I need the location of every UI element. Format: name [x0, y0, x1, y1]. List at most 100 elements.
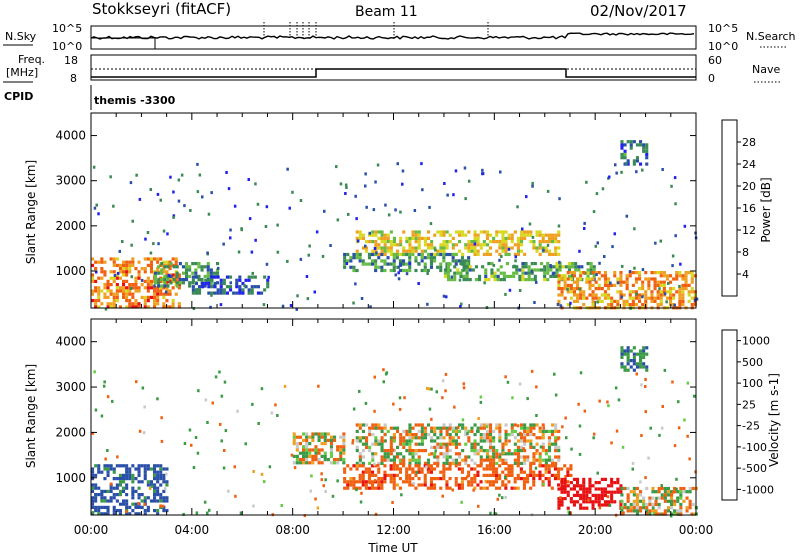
heatmap-cell	[695, 297, 699, 301]
date-label: 02/Nov/2017	[590, 2, 687, 20]
heatmap-cell	[298, 435, 302, 439]
heatmap-cell	[266, 278, 270, 282]
heatmap-cell	[693, 274, 697, 278]
heatmap-cell	[487, 278, 491, 282]
heatmap-cell	[569, 497, 573, 501]
heatmap-cell	[106, 505, 110, 509]
heatmap-cell	[673, 303, 676, 307]
heatmap-cell	[460, 470, 464, 474]
heatmap-cell	[295, 458, 299, 462]
heatmap-cell	[386, 429, 390, 433]
heatmap-cell	[585, 500, 589, 504]
heatmap-cell	[516, 252, 520, 256]
heatmap-cell	[576, 296, 580, 300]
heatmap-cell	[476, 470, 480, 474]
heatmap-cell	[563, 487, 567, 491]
heatmap-cell	[398, 459, 402, 463]
heatmap-cell	[464, 455, 468, 459]
heatmap-cell	[165, 286, 169, 290]
heatmap-cell	[317, 451, 321, 455]
heatmap-cell	[436, 455, 440, 459]
heatmap-cell	[143, 470, 147, 474]
heatmap-cell	[111, 399, 114, 403]
heatmap-cell	[538, 452, 542, 456]
heatmap-cell	[153, 496, 157, 500]
heatmap-cell	[411, 249, 415, 253]
heatmap-cell	[191, 285, 195, 289]
heatmap-cell	[535, 442, 539, 446]
heatmap-cell	[423, 262, 427, 266]
heatmap-cell	[563, 283, 567, 287]
heatmap-cell	[479, 480, 483, 484]
heatmap-cell	[420, 426, 424, 430]
heatmap-cell	[417, 464, 421, 468]
heatmap-cell	[427, 252, 431, 256]
heatmap-cell	[376, 163, 380, 167]
heatmap-cell	[504, 375, 507, 379]
heatmap-cell	[405, 262, 409, 266]
heatmap-cell	[292, 435, 296, 439]
heatmap-cell	[579, 371, 583, 375]
heatmap-cell	[374, 259, 378, 263]
heatmap-cell	[510, 426, 514, 430]
heatmap-cell	[543, 265, 547, 269]
heatmap-cell	[626, 140, 630, 144]
heatmap-cell	[402, 429, 406, 433]
heatmap-cell	[626, 349, 630, 353]
heatmap-cell	[445, 486, 449, 490]
heatmap-cell	[109, 276, 113, 280]
heatmap-cell	[125, 305, 129, 309]
heatmap-cell	[442, 445, 446, 449]
heatmap-cell	[632, 159, 636, 163]
heatmap-cell	[616, 303, 620, 307]
heatmap-cell	[523, 458, 527, 462]
heatmap-cell	[479, 230, 483, 234]
heatmap-cell	[572, 500, 576, 504]
heatmap-cell	[367, 256, 371, 260]
heatmap-cell	[572, 271, 576, 275]
heatmap-cell	[546, 268, 550, 272]
heatmap-cell	[476, 426, 480, 430]
heatmap-cell	[423, 240, 427, 244]
heatmap-cell	[380, 429, 384, 433]
heatmap-cell	[118, 512, 122, 516]
heatmap-cell	[374, 426, 378, 430]
heatmap-cell	[97, 295, 101, 299]
heatmap-cell	[192, 466, 196, 469]
heatmap-cell	[532, 480, 536, 484]
heatmap-cell	[405, 268, 409, 273]
heatmap-cell	[650, 293, 654, 297]
heatmap-cell	[367, 473, 371, 477]
heatmap-cell	[214, 375, 218, 379]
heatmap-cell	[482, 486, 486, 490]
heatmap-cell	[430, 243, 434, 247]
heatmap-cell	[361, 259, 365, 263]
heatmap-cell	[134, 267, 138, 271]
heatmap-cell	[137, 467, 141, 471]
heatmap-cell	[470, 243, 474, 247]
heatmap-cell	[634, 280, 638, 284]
heatmap-cell	[429, 470, 433, 474]
heatmap-cell	[433, 461, 437, 465]
heatmap-cell	[557, 230, 561, 234]
heatmap-cell	[100, 499, 104, 503]
heatmap-cell	[507, 467, 511, 471]
heatmap-cell	[538, 429, 542, 433]
heatmap-cell	[663, 499, 667, 503]
heatmap-cell	[162, 292, 166, 296]
heatmap-cell	[597, 487, 601, 491]
heatmap-cell	[488, 480, 492, 484]
heatmap-cell	[650, 277, 654, 281]
heatmap-cell	[498, 429, 502, 433]
heatmap-cell	[549, 268, 553, 272]
heatmap-cell	[436, 442, 440, 446]
heatmap-cell	[521, 262, 525, 266]
heatmap-cell	[146, 279, 150, 283]
y-tick-label: 2000	[55, 425, 86, 439]
heatmap-cell	[510, 433, 514, 437]
heatmap-cell	[563, 277, 567, 281]
heatmap-cell	[91, 273, 95, 277]
heatmap-cell	[566, 506, 570, 510]
heatmap-cell	[371, 259, 375, 263]
heatmap-cell	[623, 506, 627, 510]
